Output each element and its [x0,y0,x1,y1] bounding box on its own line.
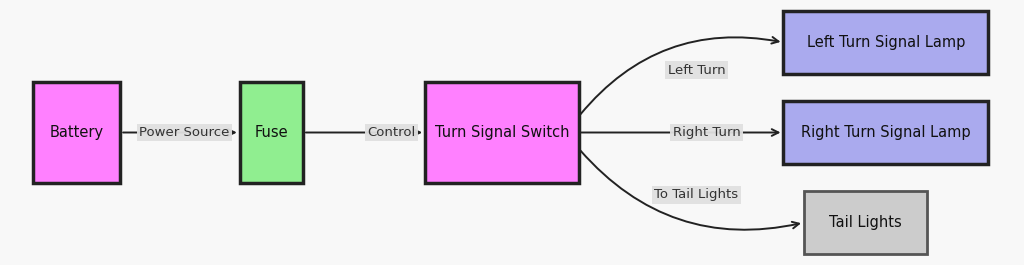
Text: Left Turn Signal Lamp: Left Turn Signal Lamp [807,35,965,50]
Text: Right Turn: Right Turn [673,126,740,139]
FancyBboxPatch shape [804,191,927,254]
FancyBboxPatch shape [425,82,579,183]
Text: Power Source: Power Source [139,126,229,139]
Text: Right Turn Signal Lamp: Right Turn Signal Lamp [801,125,971,140]
Text: Battery: Battery [50,125,103,140]
FancyBboxPatch shape [33,82,121,183]
FancyBboxPatch shape [783,101,988,164]
Text: Fuse: Fuse [255,125,288,140]
Text: Turn Signal Switch: Turn Signal Switch [434,125,569,140]
Text: Left Turn: Left Turn [668,64,725,77]
FancyBboxPatch shape [783,11,988,74]
FancyArrowPatch shape [581,37,778,114]
FancyArrowPatch shape [581,151,799,230]
Text: Tail Lights: Tail Lights [828,215,902,230]
Text: To Tail Lights: To Tail Lights [654,188,738,201]
Text: Control: Control [367,126,416,139]
FancyBboxPatch shape [240,82,303,183]
